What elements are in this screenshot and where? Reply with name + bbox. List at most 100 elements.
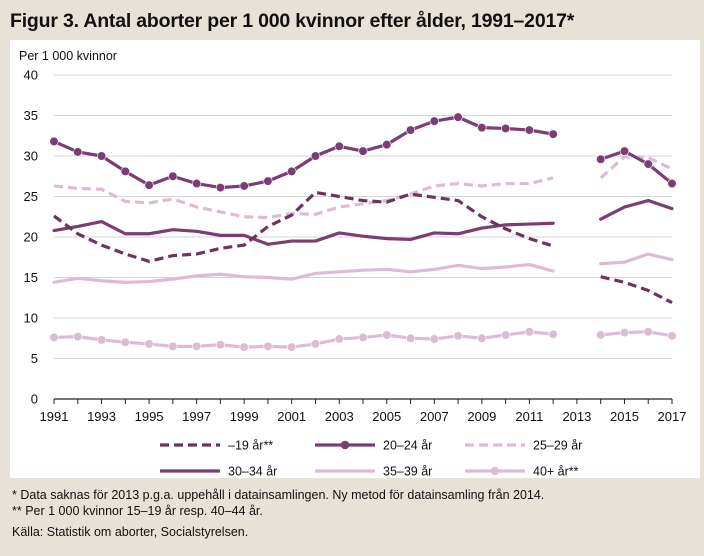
data-point <box>263 176 273 186</box>
x-tick-label: 2015 <box>610 409 639 424</box>
y-tick-label: 30 <box>24 149 38 164</box>
data-point <box>524 327 534 337</box>
legend-marker <box>340 440 350 450</box>
y-axis-label: Per 1 000 kvinnor <box>19 49 117 63</box>
data-point <box>453 331 463 341</box>
series-line <box>600 275 673 305</box>
data-point <box>73 332 83 342</box>
data-point <box>168 171 178 181</box>
data-point <box>287 342 297 352</box>
series-line <box>599 198 674 221</box>
legend-marker <box>490 466 500 476</box>
x-tick-label: 2003 <box>325 409 354 424</box>
x-tick-label: 1999 <box>230 409 259 424</box>
series-3 <box>52 198 674 246</box>
data-point <box>382 140 392 150</box>
legend-label: 35–39 år <box>383 465 432 479</box>
legend-item: 25–29 år <box>465 439 582 453</box>
data-point <box>215 340 225 350</box>
data-point <box>596 330 606 340</box>
data-point <box>310 151 321 161</box>
series-layer <box>49 112 677 352</box>
x-tick-label: 1995 <box>135 409 164 424</box>
x-tick-label: 2007 <box>420 409 449 424</box>
y-tick-label: 0 <box>31 392 38 407</box>
x-tick-label: 2013 <box>562 409 591 424</box>
data-point <box>192 341 202 351</box>
data-point <box>548 329 558 339</box>
data-point <box>120 166 130 176</box>
series-line <box>52 330 555 349</box>
figure-title: Figur 3. Antal aborter per 1 000 kvinnor… <box>10 10 575 32</box>
legend-item: 40+ år** <box>465 465 579 479</box>
data-point <box>453 112 463 122</box>
data-point <box>596 154 606 164</box>
legend-label: 25–29 år <box>533 439 582 453</box>
legend-item: 20–24 år <box>315 439 432 453</box>
data-point <box>192 178 202 189</box>
data-point <box>49 332 59 343</box>
series-line <box>599 149 674 186</box>
legend-label: –19 år** <box>228 439 273 453</box>
x-tick-label: 2005 <box>372 409 401 424</box>
data-point <box>619 327 630 338</box>
x-tick-label: 1991 <box>40 409 69 424</box>
legend-item: –19 år** <box>160 439 273 453</box>
source-note: Källa: Statistik om aborter, Socialstyre… <box>12 525 249 539</box>
series-0 <box>53 190 673 305</box>
data-point <box>548 129 558 139</box>
data-point <box>643 327 653 337</box>
data-point <box>96 335 107 345</box>
x-tick-label: 1993 <box>87 409 116 424</box>
series-line <box>599 330 674 338</box>
y-tick-label: 35 <box>24 108 38 123</box>
footnote-2: ** Per 1 000 kvinnor 15–19 år resp. 40–4… <box>12 504 263 518</box>
x-axis-ticks: 1991 1993 1995 1997 1999 2001 2003 2005 2007 2009… <box>40 399 687 424</box>
y-tick-label: 25 <box>24 189 38 204</box>
data-point <box>239 181 249 191</box>
series-line <box>53 190 554 263</box>
title-accent <box>0 0 3 38</box>
data-point <box>334 141 344 151</box>
x-tick-label: 2011 <box>515 409 543 424</box>
data-point <box>168 341 178 351</box>
data-point <box>287 166 297 176</box>
data-point <box>358 146 368 156</box>
series-5 <box>49 327 677 352</box>
x-tick-label: 2017 <box>658 409 687 424</box>
footnote-1: * Data saknas för 2013 p.g.a. uppehåll i… <box>12 488 545 502</box>
series-1 <box>49 112 677 193</box>
data-point <box>429 116 439 126</box>
data-point <box>49 136 59 147</box>
data-point <box>501 330 511 340</box>
data-point <box>405 333 416 343</box>
legend: –19 år** 20–24 år 25–29 år 30–34 år 35–39 år… <box>160 439 582 479</box>
series-line <box>52 262 555 284</box>
y-tick-label: 15 <box>24 270 38 285</box>
data-point <box>334 334 344 344</box>
data-point <box>405 125 416 135</box>
data-point <box>144 339 154 349</box>
data-point <box>619 146 630 156</box>
data-point <box>667 178 677 189</box>
y-axis-ticks: 0 5 10 15 20 25 30 35 40 <box>24 68 38 407</box>
data-point <box>643 159 653 169</box>
x-tick-label: 1997 <box>182 409 211 424</box>
data-point <box>477 333 487 343</box>
legend-label: 40+ år** <box>533 465 579 479</box>
data-point <box>501 123 511 134</box>
data-point <box>382 330 392 340</box>
data-point <box>144 180 154 190</box>
x-tick-label: 2009 <box>467 409 496 424</box>
data-point <box>215 182 225 193</box>
data-point <box>524 125 534 135</box>
series-line <box>599 252 674 266</box>
data-point <box>477 123 487 133</box>
y-tick-label: 5 <box>31 351 38 366</box>
data-point <box>429 334 439 344</box>
data-point <box>263 341 273 351</box>
series-line <box>52 115 555 190</box>
x-tick-label: 2001 <box>277 409 306 424</box>
series-line <box>53 176 554 220</box>
